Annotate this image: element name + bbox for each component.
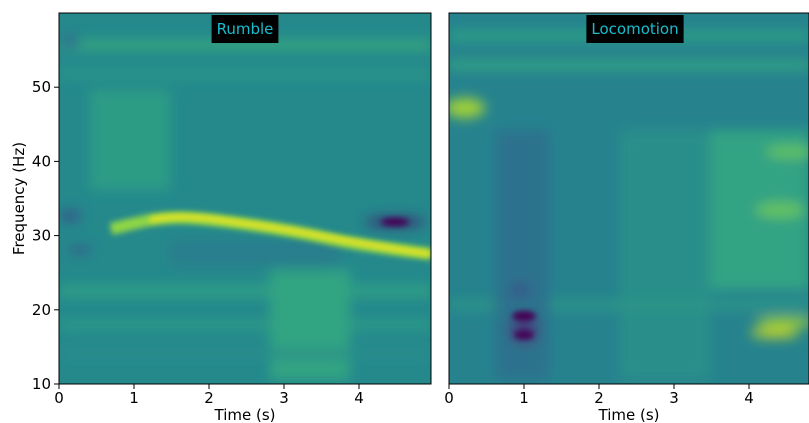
x-axis-label: Time (s) bbox=[598, 406, 660, 423]
chart-title: Rumble bbox=[217, 20, 274, 38]
plot-frame bbox=[58, 12, 432, 385]
y-tick-label: 10 bbox=[32, 375, 51, 393]
plot-frame bbox=[448, 12, 809, 385]
y-tick-label: 20 bbox=[32, 301, 51, 319]
spectrogram-image bbox=[59, 13, 431, 384]
x-tick-label: 4 bbox=[354, 389, 364, 407]
chart-title: Locomotion bbox=[591, 20, 678, 38]
x-tick-label: 0 bbox=[54, 389, 64, 407]
x-tick-label: 3 bbox=[669, 389, 679, 407]
x-tick-label: 1 bbox=[519, 389, 529, 407]
x-tick-label: 1 bbox=[129, 389, 139, 407]
title-box bbox=[211, 15, 279, 43]
y-tick-label: 40 bbox=[32, 152, 51, 170]
x-tick-label: 0 bbox=[444, 389, 454, 407]
spectrogram-image bbox=[449, 13, 809, 384]
x-tick-label: 2 bbox=[204, 389, 214, 407]
x-axis-label: Time (s) bbox=[214, 406, 276, 423]
x-tick-label: 3 bbox=[279, 389, 289, 407]
y-tick-label: 50 bbox=[32, 78, 51, 96]
title-box bbox=[586, 15, 684, 43]
y-axis-label: Frequency (Hz) bbox=[10, 142, 28, 255]
x-tick-label: 4 bbox=[744, 389, 754, 407]
x-tick-label: 2 bbox=[594, 389, 604, 407]
y-tick-label: 30 bbox=[32, 227, 51, 245]
